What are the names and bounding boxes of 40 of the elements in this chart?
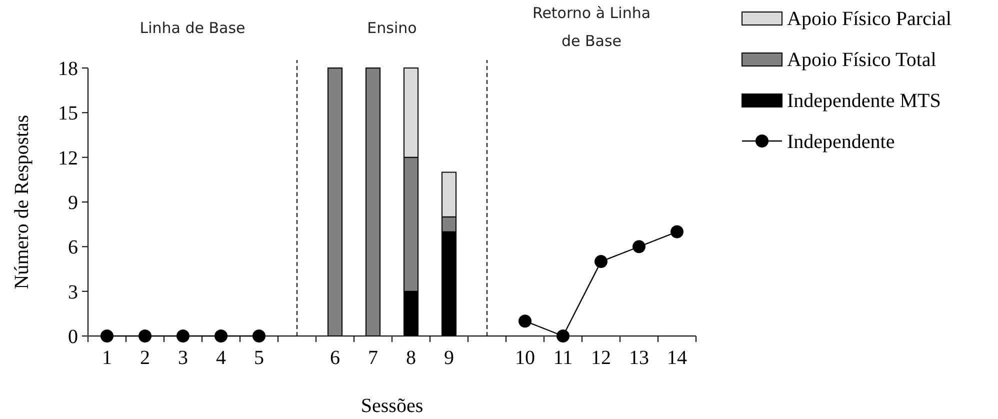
point xyxy=(556,330,570,342)
x-tick-label: 12 xyxy=(591,347,611,369)
y-tick-label: 6 xyxy=(68,236,78,259)
text: Retorno à Linha de Base xyxy=(532,4,651,50)
x-tick-label: 8 xyxy=(406,347,416,369)
legend-label: Independente MTS xyxy=(787,90,941,112)
point xyxy=(632,240,646,254)
x-tick-label: 2 xyxy=(140,347,150,369)
point xyxy=(518,314,532,328)
x-tick-label: 4 xyxy=(216,347,226,369)
x-tick-label: 13 xyxy=(629,347,649,369)
x-tick-label: 5 xyxy=(254,347,264,369)
point xyxy=(594,255,608,268)
point xyxy=(138,330,152,342)
x-axis-title: Sessões xyxy=(360,395,424,417)
text: Linha de Base xyxy=(140,19,246,37)
x-tick-label: 10 xyxy=(515,347,535,369)
legend-label: Apoio Físico Total xyxy=(787,49,937,71)
y-tick-label: 15 xyxy=(58,102,78,125)
y-tick-label: 0 xyxy=(68,326,78,348)
legend-label: Apoio Físico Parcial xyxy=(787,8,952,30)
y-tick-label: 18 xyxy=(58,58,78,80)
point xyxy=(100,330,114,342)
legend-label: Independente xyxy=(787,131,895,153)
x-tick-label: 6 xyxy=(330,347,340,369)
text: Ensino xyxy=(367,19,417,37)
x-tick-label: 11 xyxy=(553,347,573,369)
x-tick-label: 7 xyxy=(368,347,378,369)
x-tick-label: 3 xyxy=(178,347,188,369)
x-tick-label: 9 xyxy=(444,347,454,369)
y-tick-label: 12 xyxy=(58,147,78,170)
point xyxy=(670,225,684,238)
y-tick-label: 3 xyxy=(68,281,78,304)
x-tick-label: 1 xyxy=(102,347,112,369)
point xyxy=(214,330,228,342)
x-tick-label: 14 xyxy=(667,347,687,369)
point xyxy=(176,330,190,342)
y-tick-label: 9 xyxy=(68,192,78,214)
point xyxy=(252,330,266,342)
y-axis-title: Número de Respostas xyxy=(11,114,33,290)
